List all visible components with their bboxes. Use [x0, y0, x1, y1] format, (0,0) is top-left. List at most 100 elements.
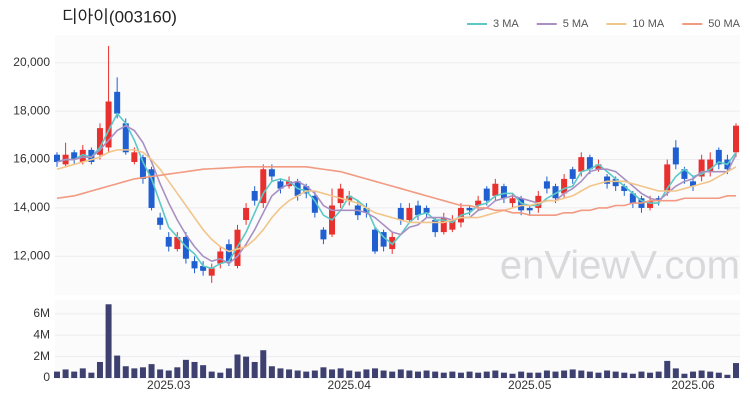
candle-body	[483, 188, 490, 201]
candle-body	[96, 128, 103, 155]
volume-bar	[165, 370, 172, 378]
volume-bar	[62, 369, 69, 378]
candle-body	[337, 188, 344, 204]
candle-body	[578, 157, 585, 172]
candle-body	[475, 200, 482, 206]
ma-line	[56, 149, 737, 253]
legend-label: 10 MA	[632, 18, 664, 30]
volume-bar	[277, 368, 284, 378]
candle-body	[217, 251, 224, 264]
candle-body	[114, 91, 121, 114]
candle-body	[698, 159, 705, 177]
volume-bar	[217, 372, 224, 378]
volume-bar	[733, 363, 739, 378]
y-tick-label: 20,000	[13, 55, 50, 69]
candle-body	[414, 205, 421, 216]
candle-body	[131, 152, 138, 162]
volume-bar	[440, 372, 447, 378]
legend-label: 5 MA	[563, 18, 589, 30]
volume-bar	[552, 371, 559, 378]
volume-bar	[234, 354, 241, 378]
candle-body	[518, 198, 525, 211]
volume-bar	[79, 368, 86, 378]
candle-body	[320, 229, 327, 240]
candle-body	[406, 207, 413, 221]
candle-body	[54, 154, 60, 162]
candle-body	[707, 159, 714, 172]
volume-bar	[414, 371, 421, 378]
candle-body	[509, 198, 516, 204]
candle-body	[182, 236, 189, 259]
volume-bar	[320, 367, 327, 378]
chart-title: 디아이(003160)	[62, 7, 177, 26]
volume-bar	[475, 372, 482, 378]
candle-body	[165, 236, 172, 247]
volume-bar	[526, 372, 533, 378]
volume-bar	[191, 361, 198, 378]
volume-bar	[397, 369, 404, 378]
y-tick-label: 0	[43, 370, 50, 384]
candle-body	[535, 195, 542, 208]
volume-bar	[612, 371, 619, 378]
legend-label: 50 MA	[708, 18, 740, 30]
volume-bar	[182, 359, 189, 378]
volume-bar	[569, 369, 576, 378]
candle-body	[586, 157, 593, 170]
volume-bar	[423, 370, 430, 378]
volume-bar	[54, 371, 60, 378]
volume-bar	[174, 367, 181, 378]
candle-body	[346, 195, 353, 201]
candle-body	[200, 265, 207, 271]
volume-bar	[715, 372, 722, 378]
volume-bar	[690, 371, 697, 378]
volume-bar	[432, 371, 439, 378]
volume-bar	[139, 367, 146, 378]
y-tick-label: 12,000	[13, 248, 50, 262]
candle-body	[225, 244, 232, 262]
volume-bar	[380, 370, 387, 378]
candle-body	[139, 157, 146, 179]
volume-bar	[337, 368, 344, 378]
volume-bar	[88, 372, 95, 378]
volume-bar	[71, 371, 78, 378]
x-tick-label: 2025.04	[328, 378, 372, 392]
x-tick-label: 2025.03	[147, 378, 191, 392]
candle-body	[157, 217, 164, 225]
volume-bar	[457, 372, 464, 378]
volume-bar	[286, 369, 293, 378]
candle-body	[303, 186, 310, 194]
legend: 50 MA 10 MA 5 MA 3 MA	[467, 18, 741, 30]
candle-body	[380, 232, 387, 247]
legend-label: 3 MA	[493, 18, 519, 30]
candle-body	[655, 198, 662, 201]
volume-bar	[483, 371, 490, 378]
candle-body	[397, 207, 404, 221]
candle-body	[629, 193, 636, 204]
volume-bar	[509, 373, 516, 378]
volume-bar	[389, 371, 396, 378]
volume-bar	[114, 355, 121, 378]
candle-body	[148, 169, 155, 208]
volume-bar	[561, 370, 568, 378]
candle-body	[260, 169, 267, 204]
candle-body	[500, 186, 507, 199]
volume-bar	[372, 368, 379, 378]
volume-bar	[595, 372, 602, 378]
y-tick-label: 18,000	[13, 103, 50, 117]
volume-bar	[251, 361, 258, 378]
candle-body	[526, 207, 533, 211]
volume-bar	[148, 364, 155, 378]
candle-body	[647, 200, 654, 208]
candle-body	[105, 101, 112, 148]
volume-bar	[329, 369, 336, 378]
volume-bar	[518, 371, 525, 378]
candle-body	[552, 186, 559, 199]
candle-body	[621, 186, 628, 191]
candle-body	[449, 220, 456, 230]
volume-bar	[492, 370, 499, 378]
volume-bar	[578, 370, 585, 378]
volume-bar	[647, 372, 654, 378]
volume-bar	[449, 371, 456, 378]
candle-body	[208, 268, 215, 276]
volume-bar	[638, 371, 645, 378]
